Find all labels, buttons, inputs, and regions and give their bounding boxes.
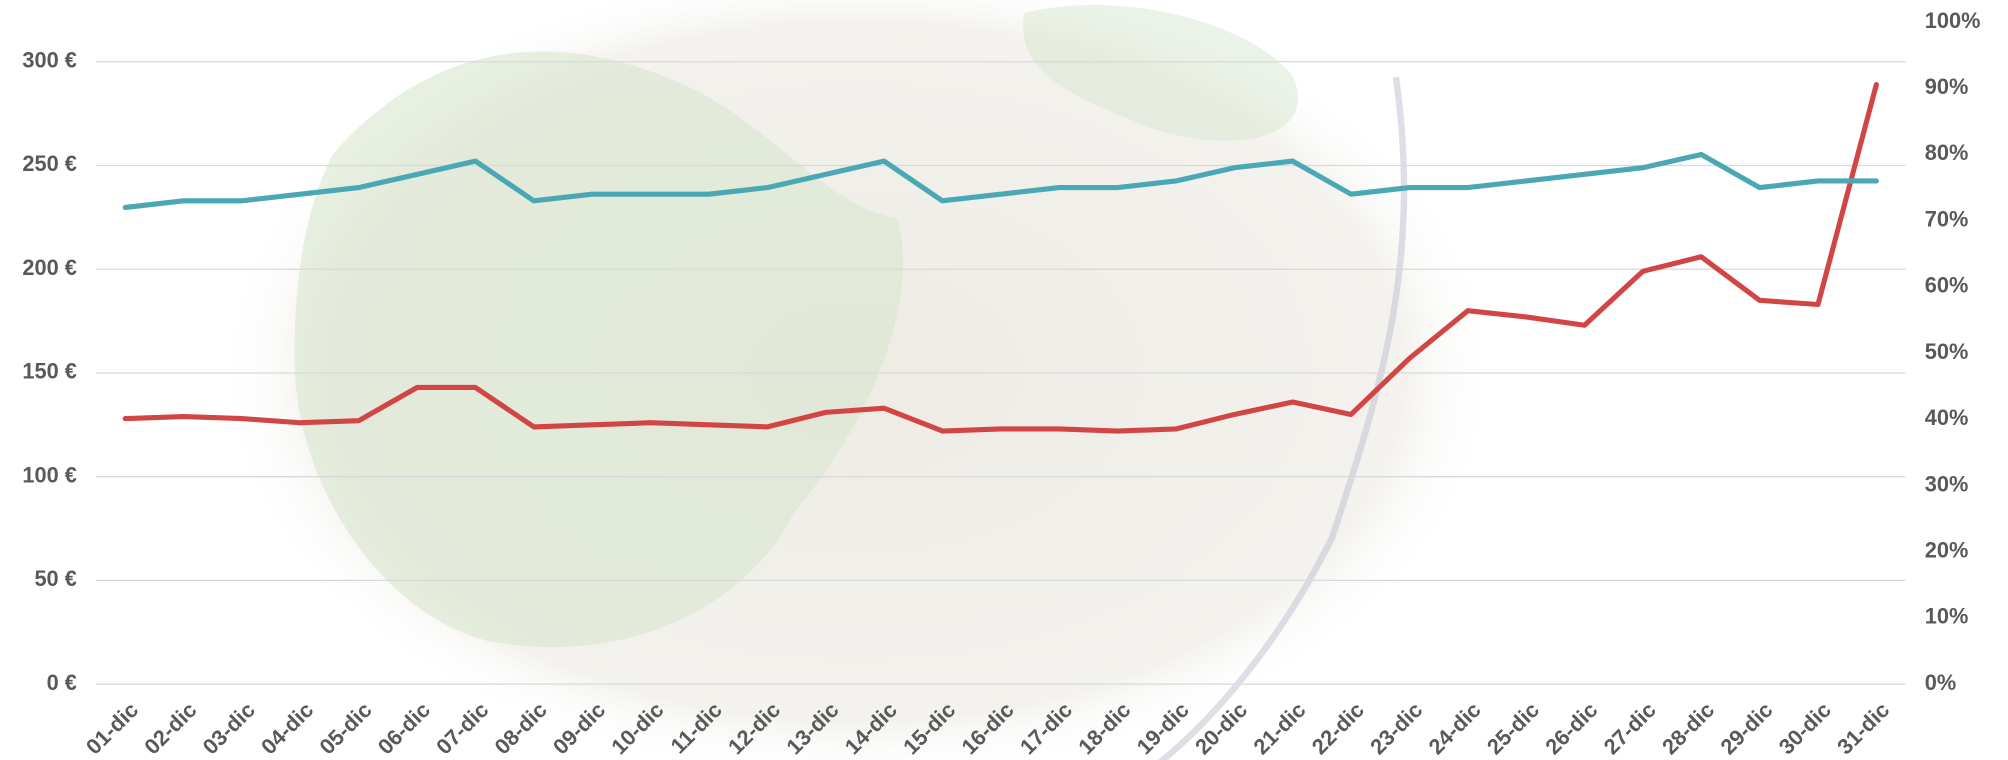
y2-tick-label: 40% — [1925, 405, 1969, 430]
x-tick-label: 25-dic — [1482, 697, 1544, 759]
map-background — [218, 0, 1499, 760]
x-tick-label: 05-dic — [314, 697, 376, 759]
y-tick-label: 0 € — [47, 670, 77, 695]
x-tick-label: 06-dic — [373, 697, 435, 759]
y2-tick-label: 100% — [1925, 8, 1981, 33]
y2-tick-label: 70% — [1925, 206, 1969, 231]
y-tick-label: 100 € — [22, 462, 76, 487]
x-tick-label: 29-dic — [1715, 697, 1777, 759]
x-tick-label: 04-dic — [256, 697, 318, 759]
y-tick-label: 200 € — [22, 255, 76, 280]
x-tick-label: 03-dic — [198, 697, 260, 759]
x-tick-label: 21-dic — [1248, 697, 1310, 759]
y-tick-label: 150 € — [22, 359, 76, 384]
y-tick-label: 50 € — [34, 566, 76, 591]
x-tick-label: 27-dic — [1599, 697, 1661, 759]
y2-tick-label: 10% — [1925, 604, 1969, 629]
x-tick-label: 22-dic — [1307, 697, 1369, 759]
y2-tick-label: 80% — [1925, 140, 1969, 165]
x-tick-label: 07-dic — [431, 697, 493, 759]
x-tick-label: 24-dic — [1423, 697, 1485, 759]
x-tick-label: 01-dic — [81, 697, 143, 759]
y2-tick-label: 90% — [1925, 74, 1969, 99]
x-tick-label: 02-dic — [139, 697, 201, 759]
chart: 0 € 50 € 100 € 150 € 200 € 250 € 300 € 0% 10% 20%… — [0, 0, 2008, 760]
page: {"chart_data": { "type": "line", "catego… — [0, 0, 2008, 760]
y2-tick-label: 20% — [1925, 537, 1969, 562]
y2-tick-label: 0% — [1925, 670, 1956, 695]
x-tick-label: 26-dic — [1540, 697, 1602, 759]
y2-tick-label: 30% — [1925, 471, 1969, 496]
x-tick-label: 31-dic — [1832, 697, 1894, 759]
x-tick-label: 28-dic — [1657, 697, 1719, 759]
y-tick-label: 250 € — [22, 151, 76, 176]
y2-tick-label: 50% — [1925, 339, 1969, 364]
x-tick-label: 30-dic — [1774, 697, 1836, 759]
x-tick-label: 23-dic — [1365, 697, 1427, 759]
y2-tick-label: 60% — [1925, 273, 1969, 298]
y-tick-label: 300 € — [22, 48, 76, 73]
